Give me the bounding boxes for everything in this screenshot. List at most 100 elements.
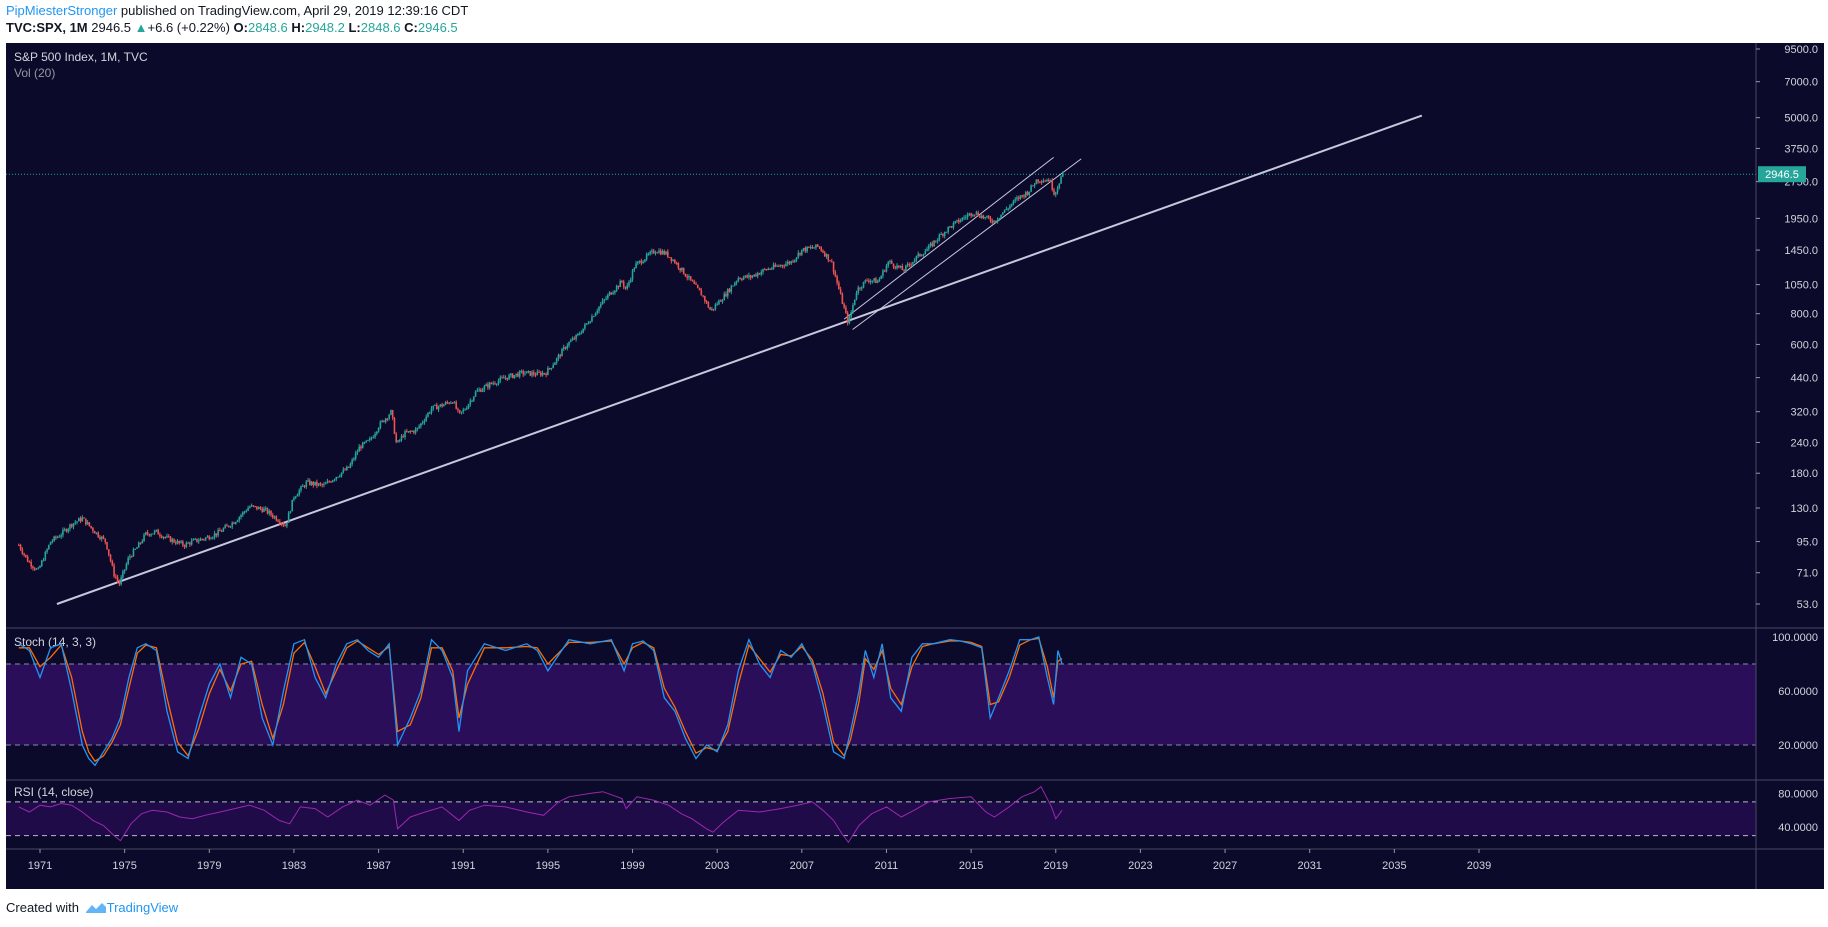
candle-body	[115, 576, 117, 578]
candle-body	[93, 531, 96, 534]
candle-body	[786, 261, 789, 264]
candle-body	[834, 272, 837, 277]
candle-body	[719, 300, 722, 302]
arrow-up-icon: ▲	[134, 20, 148, 35]
tradingview-link[interactable]: TradingView	[106, 900, 179, 915]
candle-body	[1023, 195, 1025, 197]
stoch-title: Stoch (14, 3, 3)	[14, 635, 96, 649]
time-tick-label: 1983	[282, 860, 306, 872]
candle-body	[307, 480, 309, 482]
trendline	[843, 156, 1054, 320]
candle-body	[1035, 179, 1038, 185]
candle-body	[1010, 203, 1013, 206]
candle-body	[457, 408, 459, 411]
candle-body	[771, 268, 773, 270]
candle-body	[846, 312, 849, 324]
candle-body	[65, 529, 68, 532]
last-price-label: 2946.5	[1765, 169, 1799, 181]
candle-body	[1060, 176, 1062, 184]
candle-body	[439, 404, 442, 407]
candle-body	[647, 254, 650, 256]
candle-body	[707, 302, 710, 308]
candle-body	[1014, 199, 1017, 201]
stoch-band	[6, 664, 1756, 745]
candle-body	[751, 276, 754, 278]
candle-body	[374, 433, 376, 438]
candle-body	[169, 536, 172, 542]
author-link[interactable]: PipMiesterStronger	[6, 3, 118, 18]
candle-body	[227, 525, 230, 527]
price-tick-label: 800.0	[1790, 309, 1818, 321]
candle-body	[894, 266, 897, 269]
candle-body	[732, 285, 734, 287]
candle-body	[293, 497, 295, 500]
stoch-tick-label: 20.0000	[1778, 740, 1818, 752]
candle-body	[1046, 180, 1048, 182]
chart-frame[interactable]: S&P 500 Index, 1M, TVC Vol (20) Stoch (14…	[6, 43, 1824, 889]
candle-body	[545, 373, 547, 376]
candle-body	[816, 244, 819, 247]
candle-body	[645, 254, 648, 260]
candle-body	[984, 217, 987, 219]
candle-body	[465, 408, 468, 410]
candle-body	[594, 313, 597, 317]
candle-body	[589, 321, 592, 324]
time-tick-label: 2003	[705, 860, 729, 872]
time-tick-label: 2027	[1213, 860, 1237, 872]
candle-body	[384, 418, 387, 423]
candle-body	[996, 219, 999, 222]
rsi-title: RSI (14, close)	[14, 785, 93, 799]
candle-body	[843, 303, 845, 308]
candle-body	[102, 536, 105, 539]
candle-body	[882, 270, 884, 276]
candle-body	[508, 375, 510, 380]
candle-body	[949, 226, 951, 228]
candle-body	[444, 402, 447, 405]
candle-body	[141, 540, 144, 543]
candle-body	[614, 290, 616, 293]
candle-body	[793, 259, 796, 263]
candle-body	[150, 534, 152, 536]
candle-body	[961, 217, 964, 221]
candle-body	[1026, 192, 1029, 195]
candle-body	[312, 481, 315, 486]
candle-body	[889, 261, 891, 263]
candle-body	[1062, 171, 1064, 177]
candle-body	[453, 402, 456, 404]
candle-body	[398, 440, 401, 442]
time-tick-label: 1987	[366, 860, 390, 872]
candle-body	[617, 285, 620, 288]
candle-body	[368, 438, 371, 441]
candle-body	[139, 542, 142, 544]
candle-body	[975, 212, 978, 215]
candle-body	[584, 324, 586, 329]
candle-body	[801, 249, 803, 255]
candle-body	[130, 556, 133, 558]
candle-body	[331, 480, 334, 483]
chart-svg[interactable]: S&P 500 Index, 1M, TVC Vol (20) Stoch (14…	[6, 43, 1824, 889]
candle-body	[171, 539, 174, 542]
candle-body	[991, 221, 994, 223]
candle-body	[552, 365, 554, 368]
candle-body	[400, 436, 403, 441]
candle-body	[414, 429, 417, 433]
candle-body	[555, 358, 558, 363]
last-price-badge	[1758, 166, 1806, 183]
candle-body	[277, 520, 279, 522]
candle-body	[749, 275, 752, 278]
candle-body	[190, 540, 193, 545]
candle-body	[122, 571, 124, 578]
candle-body	[416, 427, 419, 430]
candle-body	[314, 481, 316, 486]
candle-body	[712, 308, 715, 310]
candle-body	[451, 402, 454, 404]
candle-body	[480, 389, 482, 392]
candle-body	[610, 292, 613, 295]
candle-body	[670, 257, 673, 261]
candle-body	[104, 538, 107, 543]
candle-body	[210, 538, 212, 540]
candle-body	[580, 332, 583, 334]
candle-body	[601, 300, 604, 305]
candle-body	[561, 349, 563, 357]
candle-body	[693, 281, 696, 284]
